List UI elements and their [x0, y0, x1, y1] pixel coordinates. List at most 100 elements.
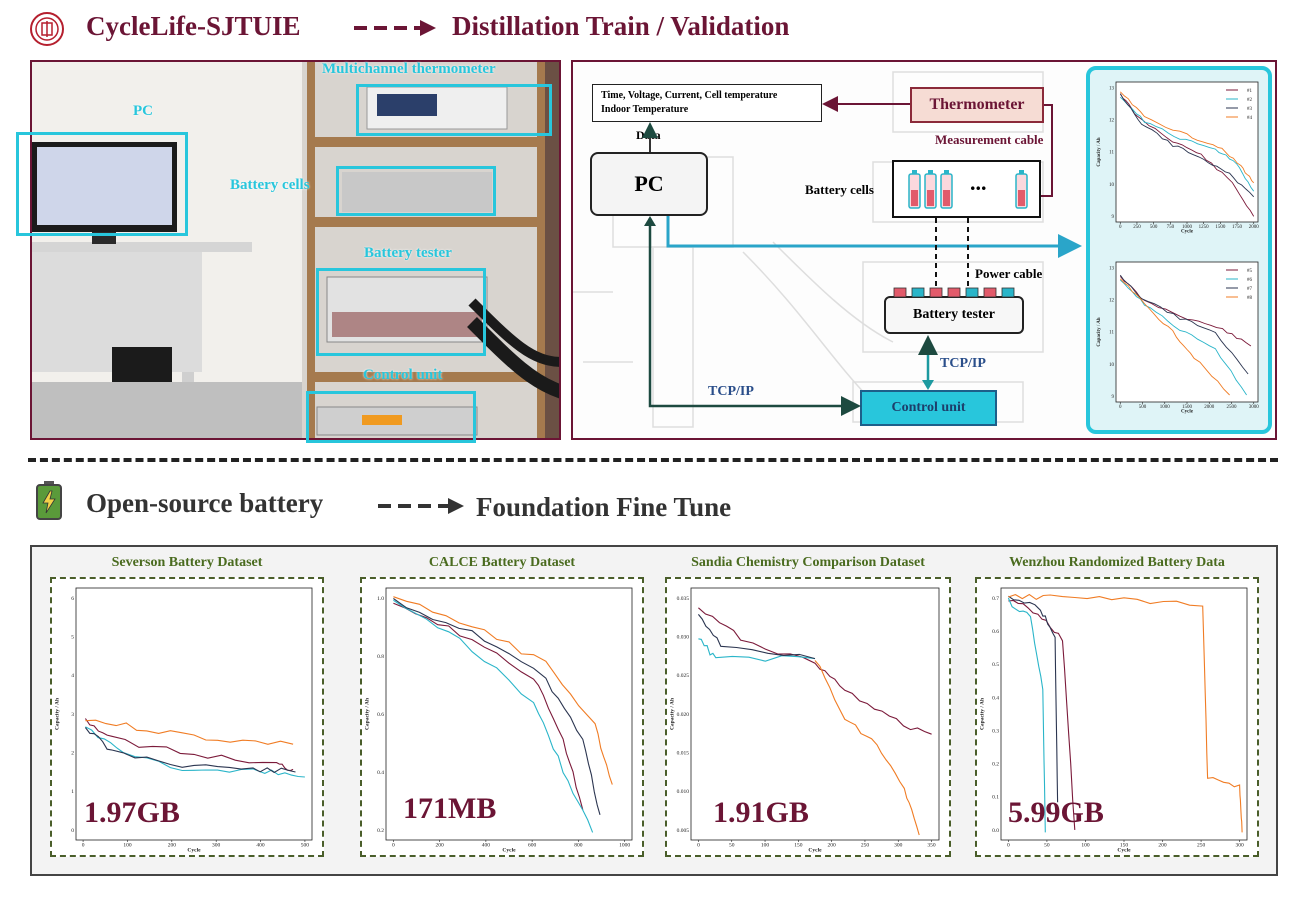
y-tick-label: 0.5: [992, 662, 999, 668]
x-tick-label: 500: [1139, 405, 1147, 410]
x-tick-label: 200: [168, 843, 177, 849]
fine-tune-label: Foundation Fine Tune: [476, 492, 732, 522]
series-line: [1007, 597, 1046, 833]
dataset-title-severson: Severson Battery Dataset: [111, 555, 263, 570]
tester-terminals: [893, 287, 1015, 298]
y-tick-label: 0.0: [992, 828, 999, 834]
x-tick-label: 2000: [1249, 225, 1260, 230]
y-tick-label: 0: [71, 828, 74, 834]
page-title: CycleLife-SJTUIE: [86, 11, 301, 41]
dashed-arrow-icon-2: [376, 496, 466, 521]
x-axis-label: Cycle: [187, 848, 201, 854]
x-tick-label: 300: [1235, 843, 1244, 849]
x-tick-label: 600: [528, 843, 537, 849]
x-tick-label: 250: [861, 843, 870, 849]
battery-cells-label: Battery cells: [805, 182, 874, 197]
dataset-chart-severson: 0 100 200 300 400 500 6 5 4 3 2 1 0 Capacity / Ah Cycl…: [54, 587, 313, 854]
y-axis-label: Capacity / Ah: [364, 698, 370, 730]
x-tick-label: 50: [1044, 843, 1050, 849]
lab-photo: [30, 60, 561, 440]
y-tick-label: 0.020: [677, 712, 690, 718]
y-tick-label: 10: [1109, 183, 1115, 188]
x-axis-label: Cycle: [502, 848, 516, 854]
series-line: [1119, 93, 1255, 198]
x-tick-label: 150: [794, 843, 803, 849]
x-tick-label: 0: [697, 843, 700, 849]
legend-label: #6: [1247, 278, 1253, 283]
series-line: [698, 607, 932, 735]
dataset-title-wenzhou: Wenzhou Randomized Battery Data: [1009, 555, 1225, 570]
y-tick-label: 0.1: [992, 795, 999, 801]
control-unit-node: Control unit: [860, 390, 997, 426]
series-line: [1119, 96, 1255, 192]
x-tick-label: 1500: [1182, 405, 1193, 410]
y-tick-label: 0.4: [992, 695, 999, 701]
thermometer-highlight: [356, 84, 552, 136]
y-tick-label: 9: [1112, 215, 1115, 220]
cells-photo-label: Battery cells: [230, 177, 310, 193]
x-tick-label: 0: [82, 843, 85, 849]
data-label: Data: [636, 128, 661, 142]
series-line: [1119, 279, 1247, 396]
y-tick-label: 10: [1109, 363, 1115, 368]
dashed-arrow-icon: [352, 18, 438, 43]
y-tick-label: 0.3: [992, 728, 999, 734]
train-validation-label: Distillation Train / Validation: [452, 11, 790, 41]
y-tick-label: 0.010: [677, 789, 690, 795]
y-tick-label: 4: [71, 673, 74, 679]
x-tick-label: 3000: [1249, 405, 1260, 410]
battery-cell-icon: [908, 170, 921, 209]
control-highlight: [306, 391, 476, 443]
x-tick-label: 500: [301, 843, 310, 849]
data-record-line2: Indoor Temperature: [601, 104, 689, 115]
y-axis-label: Capacity / Ah: [54, 698, 60, 730]
y-tick-label: 0.7: [992, 596, 999, 602]
legend-label: #8: [1247, 296, 1253, 301]
x-axis-label: Cycle: [808, 848, 822, 854]
battery-charging-icon: [36, 480, 62, 520]
data-record-box: Time, Voltage, Current, Cell temperature…: [592, 84, 822, 122]
sjtu-logo-icon: [30, 12, 64, 46]
dataset-chart-sandia: 0 50 100 150 200 250 300 350 0.035 0.030 0.025 0.02…: [669, 587, 940, 854]
dataset-chart-calce: 0 200 400 600 800 1000 1.0 0.8 0.6 0.4 0.2 Capacity…: [364, 587, 633, 854]
series-line: [1008, 593, 1243, 833]
x-axis-label: Cycle: [1117, 848, 1131, 854]
x-tick-label: 100: [123, 843, 132, 849]
measurement-cable-label: Measurement cable: [935, 132, 1044, 147]
x-axis-label: Cycle: [1181, 410, 1194, 415]
x-tick-label: 1500: [1215, 225, 1226, 230]
x-tick-label: 1000: [619, 843, 630, 849]
series-line: [85, 726, 305, 778]
series-line: [84, 718, 294, 772]
y-tick-label: 5: [71, 635, 74, 641]
y-axis-label: Capacity / Ah: [1097, 317, 1102, 346]
cells-highlight: [336, 166, 496, 216]
thermometer-node: Thermometer: [910, 87, 1044, 123]
x-tick-label: 1250: [1199, 225, 1210, 230]
x-tick-label: 800: [574, 843, 583, 849]
y-tick-label: 6: [71, 596, 74, 602]
series-line: [1119, 274, 1249, 375]
y-tick-label: 0.6: [992, 629, 999, 635]
cells-ellipsis: ...: [970, 170, 987, 195]
x-tick-label: 2000: [1204, 405, 1215, 410]
y-tick-label: 2: [71, 750, 74, 756]
x-tick-label: 300: [212, 843, 221, 849]
y-tick-label: 0.2: [377, 828, 384, 834]
legend-label: #2: [1247, 98, 1253, 103]
series-line: [697, 614, 816, 660]
y-tick-label: 0.025: [677, 673, 690, 679]
y-tick-label: 13: [1109, 86, 1115, 91]
y-tick-label: 0.4: [377, 770, 384, 776]
y-tick-label: 0.035: [677, 596, 690, 602]
legend-label: #4: [1247, 116, 1253, 121]
plot-area: [1115, 261, 1259, 403]
series-line: [393, 596, 613, 785]
dataset-chart-wenzhou: 0 50 100 150 200 250 300 0.7 0.6 0.5 0.4 0.3 0.2 0.1 0…: [979, 587, 1248, 854]
tcpip-left-label: TCP/IP: [708, 384, 754, 399]
y-axis-label: Capacity / Ah: [979, 698, 985, 730]
y-tick-label: 0.2: [992, 762, 999, 768]
thermometer-photo-label: Multichannel thermometer: [322, 61, 496, 77]
section-divider: [28, 458, 1278, 462]
battery-tester-node: Battery tester: [884, 296, 1024, 334]
